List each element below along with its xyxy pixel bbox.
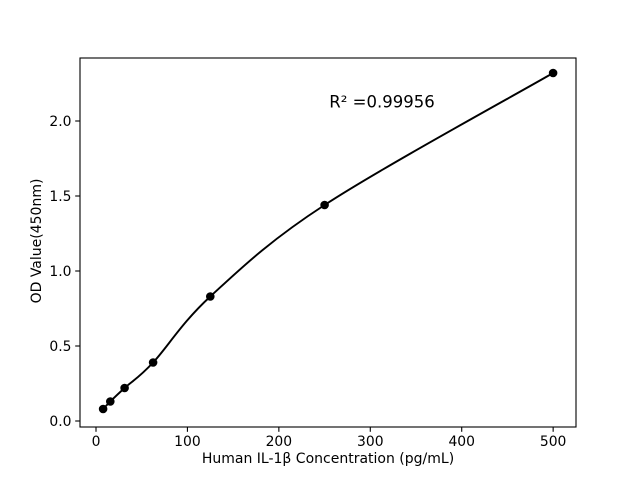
y-tick-label: 1.5: [49, 189, 71, 205]
data-point: [320, 200, 329, 210]
x-tick-label: 0: [92, 434, 101, 450]
y-tick-label: 0.0: [49, 414, 71, 430]
x-tick-label: 400: [448, 434, 475, 450]
y-tick-label: 2.0: [49, 114, 71, 130]
x-axis-label: Human IL-1β Concentration (pg/mL): [201, 451, 455, 467]
fit-curve: [102, 72, 555, 410]
data-point: [148, 358, 158, 367]
x-tick-label: 500: [540, 434, 567, 450]
data-point: [206, 292, 215, 301]
x-tick-label: 100: [174, 434, 201, 450]
x-tick-label: 300: [357, 434, 384, 450]
y-tick-label: 1.0: [49, 264, 71, 280]
data-point: [106, 397, 115, 406]
x-tick-label: 200: [266, 434, 293, 450]
plot-frame: [79, 57, 577, 428]
data-point: [548, 68, 558, 78]
data-point: [98, 404, 108, 414]
y-tick-label: 0.5: [49, 339, 71, 355]
r-squared-annotation: R² =0.99956: [329, 92, 435, 112]
data-point: [120, 383, 129, 393]
y-axis-label: OD Value(450nm): [29, 178, 45, 304]
